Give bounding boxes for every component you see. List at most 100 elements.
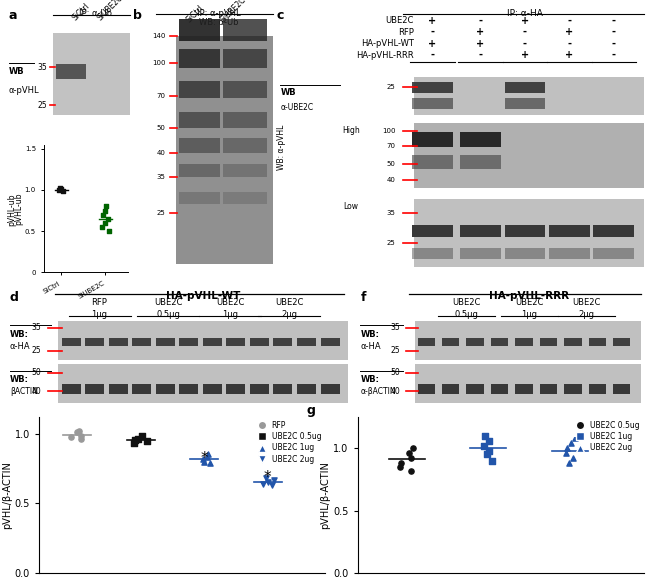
Bar xyxy=(203,338,222,346)
Text: 35: 35 xyxy=(386,210,395,215)
Text: +: + xyxy=(521,16,529,25)
Bar xyxy=(442,384,459,394)
Point xyxy=(480,431,491,440)
Text: -: - xyxy=(612,27,616,37)
Text: 25: 25 xyxy=(157,210,166,215)
Bar xyxy=(223,192,267,204)
Text: pVHL-ub: pVHL-ub xyxy=(7,193,16,226)
Text: -: - xyxy=(612,50,616,60)
Point xyxy=(54,185,64,195)
Text: IP: α-Ub: IP: α-Ub xyxy=(79,9,112,17)
Text: UBE2C: UBE2C xyxy=(154,298,183,307)
Text: 0.5μg: 0.5μg xyxy=(157,310,180,320)
Bar xyxy=(109,384,127,394)
Point xyxy=(395,462,405,471)
Point xyxy=(99,218,110,228)
Text: IP: α-HA: IP: α-HA xyxy=(507,9,543,17)
Point xyxy=(564,459,574,468)
Bar xyxy=(504,225,545,237)
Bar xyxy=(467,338,484,346)
Bar xyxy=(179,80,220,98)
Text: SiUBE2C: SiUBE2C xyxy=(218,0,248,25)
Bar xyxy=(515,384,532,394)
Bar xyxy=(549,248,590,259)
Bar xyxy=(593,248,634,259)
Point xyxy=(395,459,406,468)
Point xyxy=(561,449,571,458)
Bar xyxy=(274,384,292,394)
Text: 25: 25 xyxy=(387,85,395,90)
Point xyxy=(130,435,140,445)
Bar xyxy=(179,138,220,153)
Bar xyxy=(417,384,435,394)
Text: +: + xyxy=(476,39,484,49)
Bar xyxy=(223,49,267,68)
Bar xyxy=(614,338,630,346)
Bar xyxy=(540,338,557,346)
Text: SiCtrl: SiCtrl xyxy=(71,1,92,22)
Text: α-HA: α-HA xyxy=(10,342,31,351)
Text: WB:: WB: xyxy=(10,330,29,339)
Text: +: + xyxy=(428,39,436,49)
Text: HA-pVHL-WT: HA-pVHL-WT xyxy=(361,39,414,48)
Point xyxy=(199,457,209,466)
Bar xyxy=(460,225,501,237)
Point xyxy=(570,434,580,443)
Point xyxy=(74,426,85,435)
Text: 35: 35 xyxy=(391,323,400,332)
Text: *: * xyxy=(200,450,208,466)
Point xyxy=(404,449,414,458)
Bar xyxy=(179,112,220,129)
Point xyxy=(266,481,277,490)
Y-axis label: pVHL-ub: pVHL-ub xyxy=(14,192,23,225)
Text: -: - xyxy=(523,39,527,49)
Bar xyxy=(274,338,292,346)
Point xyxy=(133,434,143,443)
Bar xyxy=(226,384,245,394)
Bar xyxy=(226,338,245,346)
Text: 50: 50 xyxy=(386,160,395,167)
Text: 25: 25 xyxy=(387,240,395,245)
Bar xyxy=(250,384,269,394)
Text: b: b xyxy=(133,9,142,21)
Bar xyxy=(412,248,452,259)
Text: WB: WB xyxy=(9,67,25,76)
Point xyxy=(482,450,492,459)
Text: 140: 140 xyxy=(152,33,166,39)
Point xyxy=(205,459,215,468)
Text: 1μg: 1μg xyxy=(92,310,107,320)
Bar xyxy=(593,225,634,237)
Point xyxy=(487,456,497,466)
Bar xyxy=(179,384,198,394)
Text: 2μg: 2μg xyxy=(281,310,297,320)
Text: RFP: RFP xyxy=(92,298,107,307)
Bar xyxy=(467,384,484,394)
Text: d: d xyxy=(10,291,19,303)
Legend: UBE2C 0.5ug, UBE2C 1ug, UBE2C 2ug: UBE2C 0.5ug, UBE2C 1ug, UBE2C 2ug xyxy=(573,421,640,452)
Bar xyxy=(179,192,220,204)
Bar xyxy=(564,338,582,346)
Point xyxy=(263,477,273,486)
Bar xyxy=(109,338,127,346)
Text: 25: 25 xyxy=(38,101,47,109)
Point xyxy=(56,185,66,194)
Bar xyxy=(412,98,452,109)
Bar xyxy=(132,338,151,346)
Bar xyxy=(223,19,267,41)
Text: 40: 40 xyxy=(157,150,166,156)
Point xyxy=(562,444,572,453)
Bar xyxy=(297,384,316,394)
Bar xyxy=(504,248,545,259)
Bar xyxy=(491,384,508,394)
Text: +: + xyxy=(521,50,529,60)
Text: 40: 40 xyxy=(391,387,400,396)
Point xyxy=(566,438,577,448)
Text: 35: 35 xyxy=(38,63,47,72)
Bar xyxy=(504,82,545,93)
Text: +: + xyxy=(566,27,573,37)
Text: *: * xyxy=(264,470,272,485)
Bar xyxy=(320,384,339,394)
Point xyxy=(101,202,112,211)
Text: WB:: WB: xyxy=(10,375,29,384)
Text: 35: 35 xyxy=(31,323,41,332)
